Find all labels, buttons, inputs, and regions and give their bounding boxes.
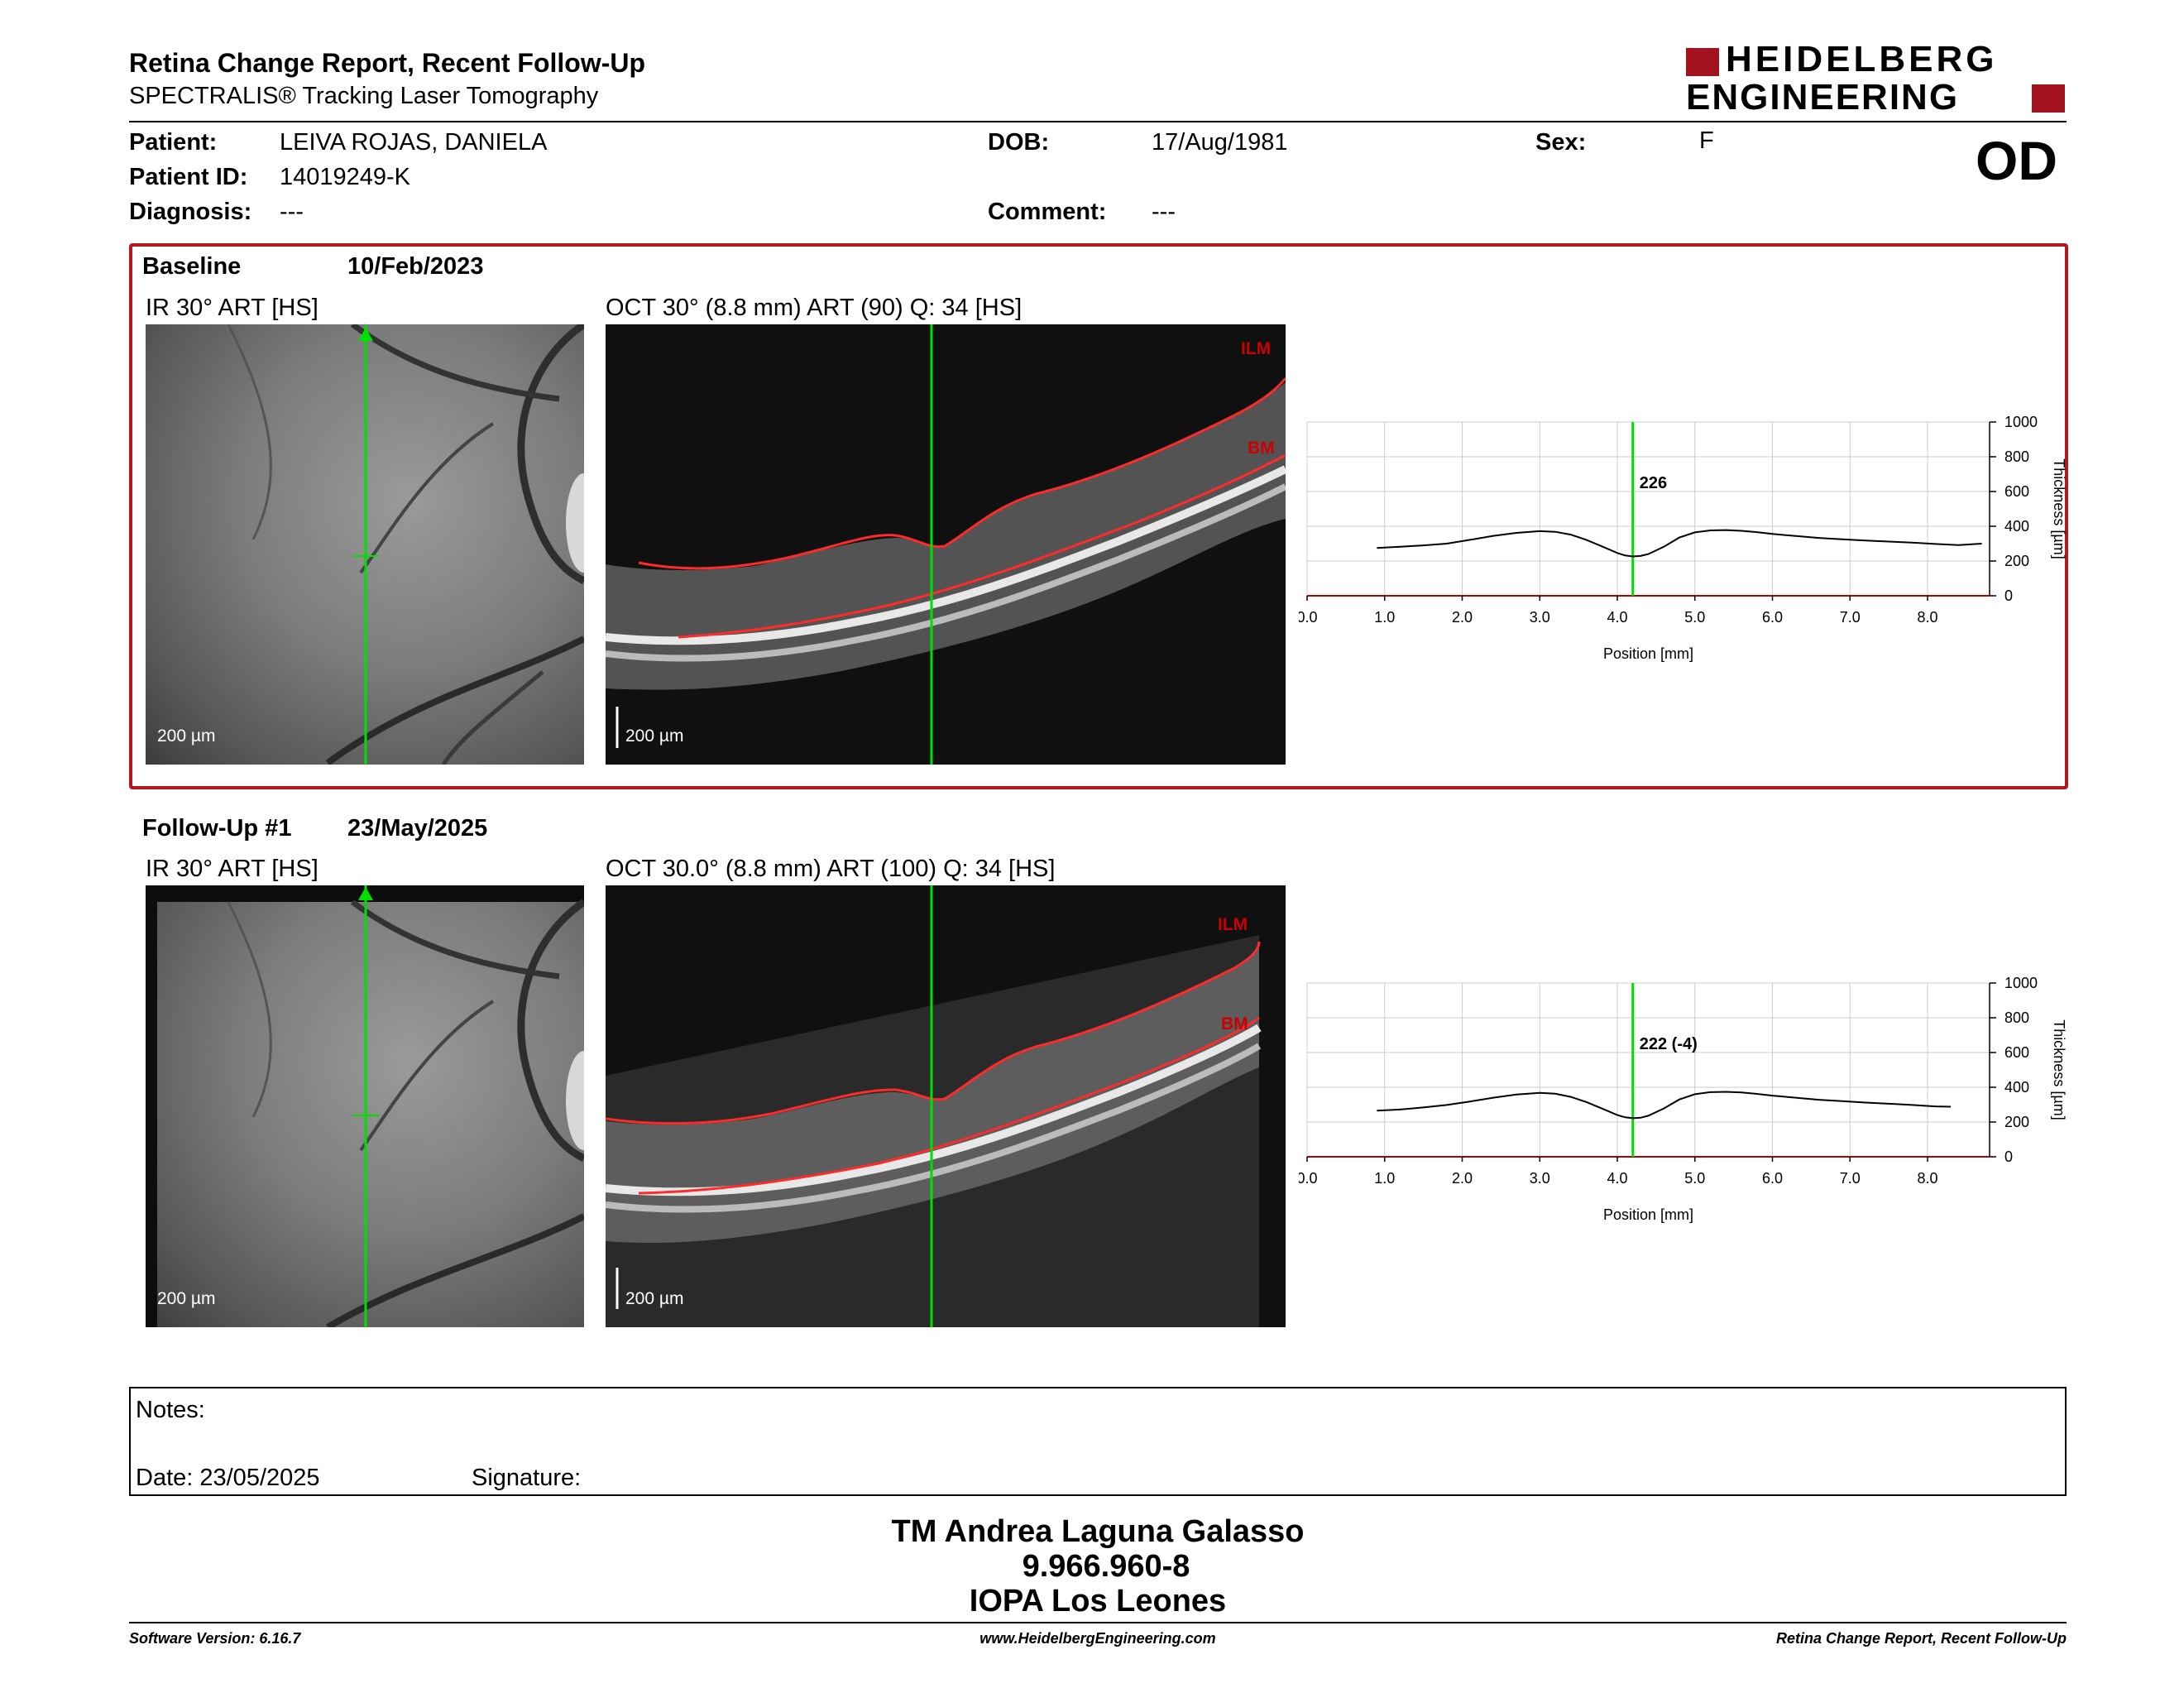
report-subtitle: SPECTRALIS® Tracking Laser Tomography bbox=[129, 83, 599, 109]
followup-oct-image: ILM BM 200 µm bbox=[606, 885, 1286, 1327]
notes-box bbox=[129, 1387, 2067, 1496]
x-tick-label: 8.0 bbox=[1917, 609, 1937, 626]
x-tick-label: 6.0 bbox=[1762, 609, 1783, 626]
diagnosis-value: --- bbox=[280, 199, 304, 225]
x-tick-label: 5.0 bbox=[1684, 609, 1705, 626]
dob-label: DOB: bbox=[988, 129, 1050, 156]
baseline-ir-image: 200 µm bbox=[146, 324, 584, 765]
y-tick-label: 400 bbox=[2004, 518, 2029, 535]
dob-value: 17/Aug/1981 bbox=[1152, 129, 1288, 156]
comment-value: --- bbox=[1152, 199, 1176, 225]
cursor-value-label: 222 (-4) bbox=[1640, 1035, 1698, 1053]
notes-label: Notes: bbox=[136, 1397, 205, 1423]
y-tick-label: 800 bbox=[2004, 1009, 2029, 1026]
followup-bm-label: BM bbox=[1221, 1014, 1248, 1033]
y-tick-label: 600 bbox=[2004, 483, 2029, 500]
baseline-label: Baseline bbox=[142, 253, 242, 280]
logo-line1: HEIDELBERG bbox=[1726, 39, 1998, 79]
y-tick-label: 0 bbox=[2004, 587, 2013, 604]
followup-oct-scale: 200 µm bbox=[625, 1289, 684, 1308]
baseline-date: 10/Feb/2023 bbox=[347, 253, 484, 280]
baseline-oct-scale: 200 µm bbox=[625, 727, 684, 746]
baseline-ir-scale: 200 µm bbox=[157, 727, 216, 746]
notes-date: Date: 23/05/2025 bbox=[136, 1465, 320, 1491]
eye-label: OD bbox=[1976, 130, 2057, 191]
x-tick-label: 5.0 bbox=[1684, 1170, 1705, 1187]
notes-signature-label: Signature: bbox=[472, 1465, 582, 1491]
patient-name: LEIVA ROJAS, DANIELA bbox=[280, 129, 548, 156]
baseline-thickness-chart: 0 200 400 600 800 1000 0.0 1.0 2.0 3.0 4.0 5.0 6.0 7.… bbox=[1299, 414, 2067, 662]
cursor-value-label: 226 bbox=[1640, 474, 1667, 492]
diagnosis-label: Diagnosis: bbox=[129, 199, 252, 225]
x-tick-label: 0.0 bbox=[1299, 609, 1318, 626]
followup-ir-scale: 200 µm bbox=[157, 1289, 216, 1308]
footer-url[interactable]: www.HeidelbergEngineering.com bbox=[979, 1630, 1216, 1647]
y-axis-label: Thickness [µm] bbox=[2051, 458, 2067, 559]
footer-report-name: Retina Change Report, Recent Follow-Up bbox=[1775, 1630, 2067, 1647]
baseline-frame bbox=[129, 243, 2068, 789]
followup-ilm-label: ILM bbox=[1218, 915, 1248, 934]
baseline-ilm-label: ILM bbox=[1241, 339, 1272, 358]
y-tick-label: 400 bbox=[2004, 1079, 2029, 1096]
y-tick-label: 800 bbox=[2004, 448, 2029, 465]
followup-ir-title: IR 30° ART [HS] bbox=[146, 856, 318, 882]
y-tick-label: 1000 bbox=[2004, 975, 2038, 991]
x-axis-label: Position [mm] bbox=[1603, 645, 1693, 662]
y-axis-label: Thickness [µm] bbox=[2051, 1019, 2067, 1120]
baseline-bm-label: BM bbox=[1248, 439, 1275, 458]
y-tick-label: 600 bbox=[2004, 1044, 2029, 1061]
patient-id-label: Patient ID: bbox=[129, 164, 248, 190]
y-tick-label: 1000 bbox=[2004, 414, 2038, 430]
sex-label: Sex: bbox=[1535, 129, 1587, 156]
signer-name: TM Andrea Laguna Galasso bbox=[891, 1514, 1305, 1549]
y-tick-label: 200 bbox=[2004, 553, 2029, 569]
x-tick-label: 2.0 bbox=[1452, 609, 1473, 626]
y-tick-label: 200 bbox=[2004, 1114, 2029, 1130]
followup-thickness-chart: 0 200 400 600 800 1000 0.0 1.0 2.0 3.0 4.0 5.0 6.0 7.… bbox=[1299, 975, 2067, 1223]
thickness-line bbox=[1377, 1091, 1952, 1120]
x-tick-label: 4.0 bbox=[1607, 609, 1627, 626]
thickness-line bbox=[1377, 529, 1982, 558]
patient-label: Patient: bbox=[129, 129, 218, 156]
x-tick-label: 3.0 bbox=[1530, 609, 1550, 626]
comment-label: Comment: bbox=[988, 199, 1107, 225]
y-tick-label: 0 bbox=[2004, 1149, 2013, 1165]
signer-id: 9.966.960-8 bbox=[1022, 1549, 1190, 1584]
followup-date: 23/May/2025 bbox=[347, 815, 488, 842]
followup-oct-title: OCT 30.0° (8.8 mm) ART (100) Q: 34 [HS] bbox=[606, 856, 1056, 882]
x-tick-label: 1.0 bbox=[1374, 609, 1395, 626]
heidelberg-logo: HEIDELBERG ENGINEERING bbox=[1686, 40, 2067, 117]
patient-id: 14019249-K bbox=[280, 164, 411, 190]
x-tick-label: 0.0 bbox=[1299, 1170, 1318, 1187]
baseline-ir-title: IR 30° ART [HS] bbox=[146, 295, 318, 321]
x-tick-label: 3.0 bbox=[1530, 1170, 1550, 1187]
followup-ir-image: 200 µm bbox=[146, 885, 584, 1327]
baseline-oct-image: ILM BM 200 µm bbox=[606, 324, 1286, 765]
followup-label: Follow-Up #1 bbox=[142, 815, 292, 842]
x-tick-label: 8.0 bbox=[1917, 1170, 1937, 1187]
x-tick-label: 6.0 bbox=[1762, 1170, 1783, 1187]
x-tick-label: 7.0 bbox=[1840, 1170, 1861, 1187]
x-tick-label: 2.0 bbox=[1452, 1170, 1473, 1187]
footer-version: Software Version: 6.16.7 bbox=[129, 1630, 301, 1647]
sex-value: F bbox=[1699, 127, 1714, 154]
x-tick-label: 4.0 bbox=[1607, 1170, 1627, 1187]
logo-line2: ENGINEERING bbox=[1686, 77, 1960, 117]
report-title: Retina Change Report, Recent Follow-Up bbox=[129, 48, 646, 78]
baseline-oct-title: OCT 30° (8.8 mm) ART (90) Q: 34 [HS] bbox=[606, 295, 1023, 321]
signer-org: IOPA Los Leones bbox=[969, 1584, 1227, 1618]
x-axis-label: Position [mm] bbox=[1603, 1206, 1693, 1223]
x-tick-label: 1.0 bbox=[1374, 1170, 1395, 1187]
x-tick-label: 7.0 bbox=[1840, 609, 1861, 626]
